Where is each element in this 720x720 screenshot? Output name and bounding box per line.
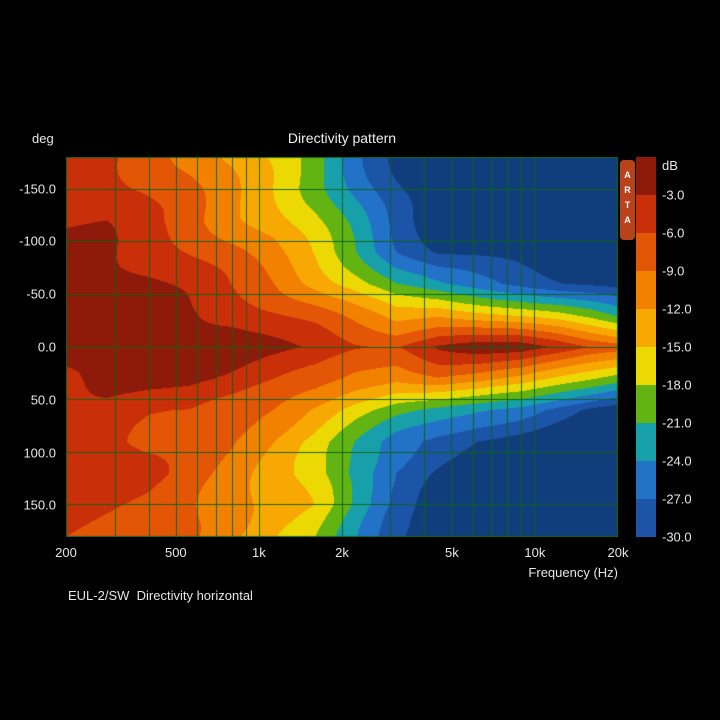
x-tick-label: 1k xyxy=(252,545,266,560)
colorbar-tick-label: -3.0 xyxy=(662,187,685,203)
x-tick-label: 200 xyxy=(55,545,77,560)
y-axis-unit-label: deg xyxy=(32,131,54,146)
colorbar-segment xyxy=(636,233,656,271)
colorbar-tick-label: -9.0 xyxy=(662,263,685,279)
colorbar-segment xyxy=(636,271,656,309)
y-tick-label: -50.0 xyxy=(26,286,56,302)
colorbar-tick-label: -30.0 xyxy=(662,529,692,545)
colorbar-segment xyxy=(636,309,656,347)
colorbar-segment xyxy=(636,461,656,499)
directivity-heatmap xyxy=(66,157,618,537)
y-tick-label: -100.0 xyxy=(19,233,56,249)
colorbar-segment xyxy=(636,423,656,461)
y-tick-label: 0.0 xyxy=(37,339,56,355)
colorbar-tick-label: -18.0 xyxy=(662,377,692,393)
colorbar-segment xyxy=(636,157,656,195)
y-tick-label: 50.0 xyxy=(30,392,56,408)
colorbar xyxy=(636,157,656,537)
y-tick-label: 100.0 xyxy=(23,445,56,461)
colorbar-tick-label: -6.0 xyxy=(662,225,685,241)
x-tick-label: 20k xyxy=(607,545,629,560)
colorbar-tick-label: -21.0 xyxy=(662,415,692,431)
colorbar-tick-label: -15.0 xyxy=(662,339,692,355)
plot-area xyxy=(66,157,618,537)
measurement-caption: EUL-2/SW Directivity horizontal xyxy=(68,588,253,603)
colorbar-segment xyxy=(636,347,656,385)
colorbar-segment xyxy=(636,499,656,537)
colorbar-tick-label: -24.0 xyxy=(662,453,692,469)
x-tick-label: 10k xyxy=(524,545,546,560)
colorbar-segment xyxy=(636,385,656,423)
colorbar-tick-label: -12.0 xyxy=(662,301,692,317)
x-tick-label: 500 xyxy=(164,545,187,560)
arta-logo: ARTA xyxy=(620,160,635,240)
colorbar-tick-label: -27.0 xyxy=(662,491,692,507)
colorbar-segment xyxy=(636,195,656,233)
x-tick-label: 5k xyxy=(444,545,459,560)
y-tick-label: 150.0 xyxy=(23,497,56,513)
x-axis-title: Frequency (Hz) xyxy=(528,565,618,580)
colorbar-unit-label: dB xyxy=(662,158,678,173)
chart-title: Directivity pattern xyxy=(287,130,397,146)
x-tick-label: 2k xyxy=(335,545,349,560)
y-tick-label: -150.0 xyxy=(19,181,56,197)
